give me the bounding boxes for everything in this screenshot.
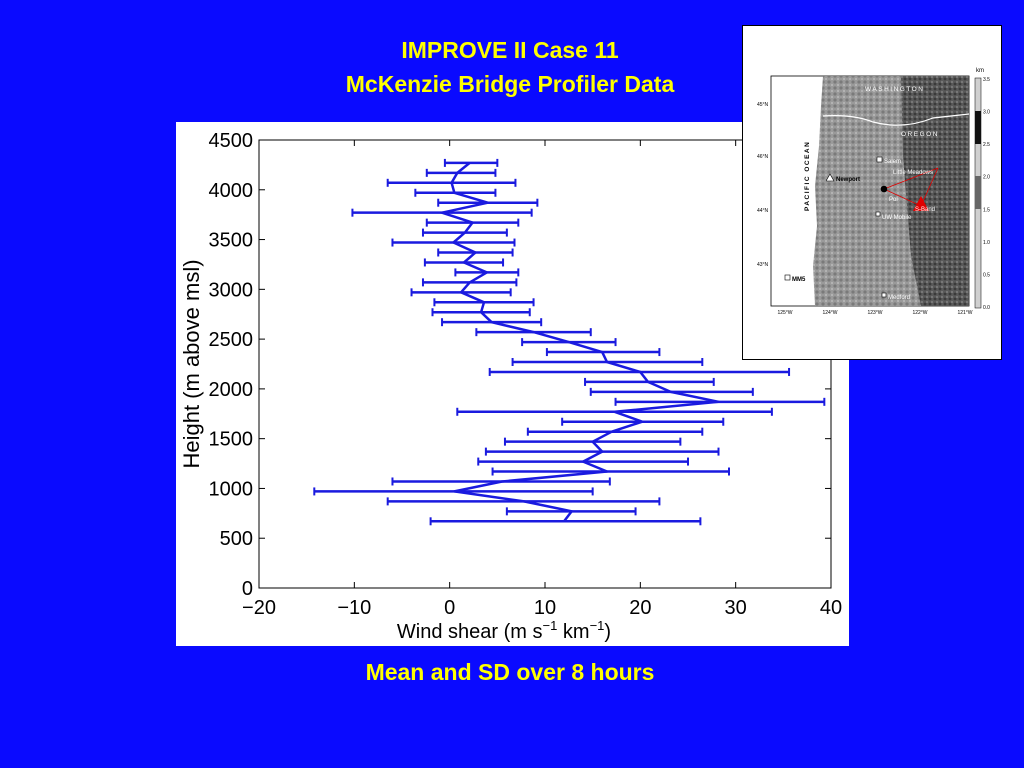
map-canvas: km 3.5 3.0 2.5 2.0 1.5 1.0 0.5 0.0 45°N 46°N 44°N… — [757, 68, 990, 316]
radar-ray-1 — [883, 167, 939, 190]
axis-ticks: −20 −10 0 10 20 30 40 0 500 1000 1500 2000 2500 3000 3… — [209, 130, 843, 619]
chart-canvas: −20 −10 0 10 20 30 40 0 500 1000 1500 2000 2500 3000 3… — [179, 130, 843, 643]
ocean-label: PACIFIC OCEAN — [804, 141, 811, 211]
longitude-labels: 125°W 124°W 123°W 122°W 121°W — [777, 310, 972, 316]
place-salem: Salem — [884, 159, 901, 165]
x-tick-label: 0 — [444, 597, 455, 619]
slide-caption: Mean and SD over 8 hours — [365, 659, 655, 685]
place-s-band: S-Band — [915, 207, 935, 213]
x-tick-label: 20 — [629, 597, 651, 619]
place-uw-mobile: UW Mobile — [882, 215, 912, 221]
pol-marker — [880, 185, 888, 193]
y-tick-label: 3500 — [209, 230, 254, 252]
series-layer — [313, 158, 826, 526]
latitude-labels: 45°N 46°N 44°N 43°N — [757, 102, 769, 268]
y-tick-label: 1500 — [209, 429, 254, 451]
longitude-label: 125°W — [777, 310, 792, 316]
place-pol: Pol — [889, 197, 898, 203]
medford-marker — [881, 292, 887, 298]
newport-marker — [825, 173, 835, 182]
state-label-oregon: OREGON — [901, 131, 939, 138]
x-tick-label: 10 — [534, 597, 556, 619]
scale-tick-label: 0.5 — [983, 272, 990, 278]
wind-shear-chart: −20 −10 0 10 20 30 40 0 500 1000 1500 2000 2500 3000 3… — [176, 122, 849, 646]
radar-ray-2 — [883, 188, 922, 207]
scale-tick-label: 3.5 — [983, 77, 990, 83]
y-tick-label: 4000 — [209, 180, 254, 202]
y-tick-label: 4500 — [209, 130, 254, 152]
scale-ticks: 3.5 3.0 2.5 2.0 1.5 1.0 0.5 0.0 — [983, 77, 990, 311]
x-axis-label-sup1: −1 — [543, 618, 558, 633]
scale-tick-label: 2.0 — [983, 175, 990, 181]
state-label-washington: WASHINGTON — [865, 86, 924, 93]
s-band-marker — [913, 196, 929, 211]
latitude-label: 46°N — [757, 154, 769, 160]
slide-title-line1: IMPROVE II Case 11 — [401, 37, 619, 63]
oregon-location-map: km 3.5 3.0 2.5 2.0 1.5 1.0 0.5 0.0 45°N 46°N 44°N… — [742, 25, 1002, 360]
uw-mobile-marker — [875, 211, 881, 217]
cascade-range — [901, 76, 969, 306]
place-newport: Newport — [836, 177, 860, 183]
place-little-meadows: Little Meadows — [893, 170, 933, 176]
x-tick-label: 30 — [725, 597, 747, 619]
y-axis-label: Height (m above msl) — [179, 259, 204, 468]
latitude-label: 43°N — [757, 262, 769, 268]
longitude-label: 121°W — [957, 310, 972, 316]
y-tick-label: 3000 — [209, 279, 254, 301]
x-axis-label-end: ) — [604, 621, 611, 643]
columbia-river — [822, 113, 970, 126]
slide-title-line2: McKenzie Bridge Profiler Data — [345, 71, 675, 97]
place-medford: Medford — [888, 295, 910, 301]
scale-tick-label: 1.0 — [983, 240, 990, 246]
x-axis-label-sup2: −1 — [590, 618, 605, 633]
longitude-label: 124°W — [822, 310, 837, 316]
x-axis-label-mid: km — [557, 621, 589, 643]
scale-tick-label: 1.5 — [983, 207, 990, 213]
radar-ray-3 — [920, 167, 939, 207]
x-tick-label: −10 — [337, 597, 371, 619]
latitude-label: 44°N — [757, 208, 769, 214]
y-tick-label: 0 — [242, 578, 253, 600]
x-tick-label: 40 — [820, 597, 842, 619]
x-axis-label: Wind shear (m s−1 km−1) — [397, 618, 611, 643]
latitude-label: 45°N — [757, 102, 769, 108]
scale-tick-label: 2.5 — [983, 142, 990, 148]
elevation-scale-dark — [975, 111, 981, 144]
elevation-scale-mid — [975, 176, 981, 209]
place-mm5: MM5 — [792, 277, 806, 283]
x-tick-label: −20 — [242, 597, 276, 619]
longitude-label: 123°W — [867, 310, 882, 316]
y-tick-label: 1000 — [209, 478, 254, 500]
longitude-label: 122°W — [912, 310, 927, 316]
scale-tick-label: 0.0 — [983, 305, 990, 311]
mm5-marker — [784, 274, 791, 281]
salem-marker — [876, 156, 883, 163]
y-tick-label: 500 — [220, 528, 253, 550]
scale-unit-label: km — [976, 68, 984, 74]
x-axis-label-main: Wind shear (m s — [397, 621, 543, 643]
y-tick-label: 2500 — [209, 329, 254, 351]
scale-tick-label: 3.0 — [983, 110, 990, 116]
y-tick-label: 2000 — [209, 379, 254, 401]
